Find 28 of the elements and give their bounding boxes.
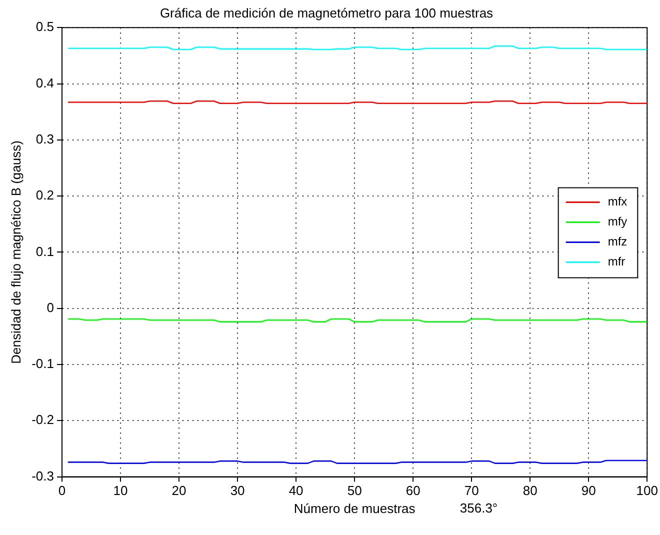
y-tick-label: -0.1: [32, 356, 54, 372]
y-tick-label: 0.5: [36, 19, 54, 34]
x-tick-label: 20: [172, 483, 186, 498]
chart-title: Gráfica de medición de magnetómetro para 100 muestras: [160, 5, 494, 20]
y-tick-label: -0.3: [32, 468, 54, 484]
legend-label: mfy: [608, 214, 628, 229]
x-tick-label: 10: [113, 483, 128, 498]
x-tick-label: 100: [636, 483, 658, 498]
y-tick-label: 0.3: [36, 131, 54, 146]
legend-label: mfr: [608, 254, 626, 269]
legend-label: mfz: [608, 234, 628, 249]
x-tick-label: 40: [288, 483, 304, 498]
y-axis-title: Densidad de flujo magnético B (gauss): [8, 140, 24, 364]
x-axis-title: Número de muestras: [294, 500, 416, 516]
x-tick-label: 0: [58, 483, 66, 498]
x-tick-label: 60: [406, 483, 420, 498]
x-tick-label: 90: [581, 483, 596, 498]
y-tick-label: 0.1: [36, 244, 54, 259]
y-tick-label: 0: [46, 300, 54, 315]
y-tick-label: -0.2: [32, 412, 54, 428]
x-tick-label: 70: [464, 483, 479, 498]
y-tick-label: 0.4: [36, 75, 54, 90]
x-tick-label: 30: [230, 483, 245, 498]
y-tick-label: 0.2: [36, 188, 54, 203]
text: 356.3°: [460, 500, 498, 516]
x-tick-label: 80: [522, 483, 538, 498]
x-tick-label: 50: [347, 483, 362, 498]
legend-label: mfx: [608, 194, 628, 209]
